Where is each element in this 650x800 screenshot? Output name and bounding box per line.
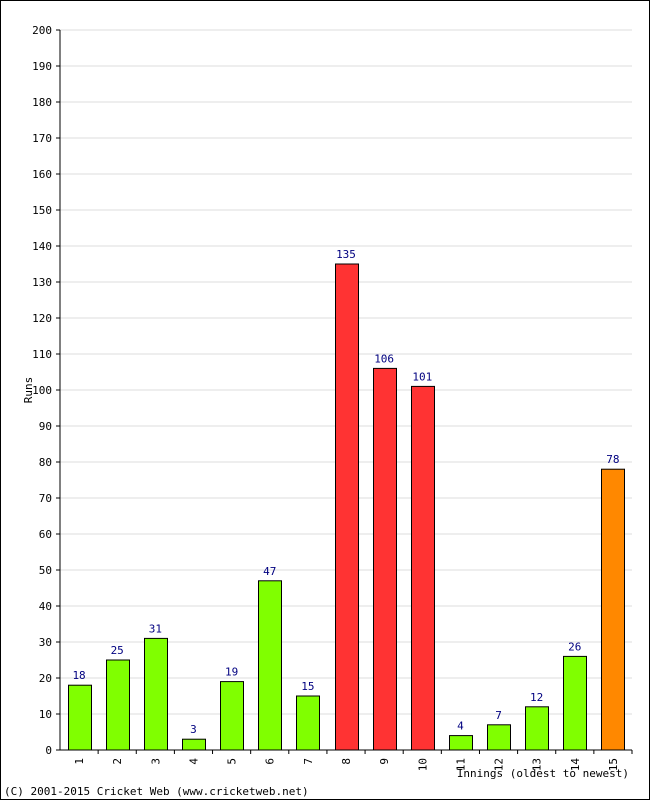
x-tick-label: 13 — [531, 758, 544, 771]
y-tick-label: 170 — [32, 132, 52, 145]
y-tick-label: 190 — [32, 60, 52, 73]
x-tick-label: 2 — [111, 758, 124, 765]
data-label: 78 — [606, 453, 619, 466]
x-axis-label: Innings (oldest to newest) — [457, 767, 629, 780]
x-tick-label: 14 — [569, 758, 582, 772]
bar-innings-11 — [449, 735, 473, 751]
y-tick-label: 20 — [39, 672, 52, 685]
bar-innings-7 — [296, 695, 320, 751]
bar-innings-1 — [68, 684, 92, 751]
data-label: 106 — [374, 352, 394, 365]
y-tick-label: 120 — [32, 312, 52, 325]
bar-innings-5 — [220, 681, 244, 751]
x-tick-label: 9 — [378, 758, 391, 765]
data-label: 15 — [301, 680, 314, 693]
x-tick-label: 6 — [264, 758, 277, 765]
data-label: 19 — [225, 666, 238, 679]
y-tick-label: 70 — [39, 492, 52, 505]
y-tick-label: 80 — [39, 456, 52, 469]
y-tick-label: 40 — [39, 600, 52, 613]
y-tick-label: 200 — [32, 24, 52, 37]
data-label: 18 — [72, 669, 85, 682]
x-tick-label: 12 — [493, 758, 506, 771]
x-tick-label: 11 — [454, 758, 467, 771]
y-tick-label: 60 — [39, 528, 52, 541]
bar-innings-6 — [258, 580, 282, 751]
copyright-text: (C) 2001-2015 Cricket Web (www.cricketwe… — [4, 785, 309, 798]
y-tick-label: 50 — [39, 564, 52, 577]
y-tick-labels: 0 10 20 30 40 50 60 70 80 90 100 110 120 130 140 150 160… — [32, 24, 52, 757]
x-tick-label: 15 — [607, 758, 620, 771]
bars — [68, 263, 625, 751]
x-tick-label: 10 — [416, 758, 429, 771]
bar-innings-2 — [106, 659, 130, 751]
bar-innings-10 — [411, 385, 435, 751]
x-tick-label: 3 — [149, 758, 162, 765]
data-label: 135 — [336, 248, 356, 261]
y-tick-label: 10 — [39, 708, 52, 721]
bar-innings-12 — [487, 724, 511, 751]
y-tick-label: 180 — [32, 96, 52, 109]
y-axis-label: Runs — [22, 377, 35, 404]
bar-innings-3 — [144, 637, 168, 751]
bar-innings-15 — [601, 468, 625, 751]
data-label: 25 — [111, 644, 124, 657]
x-tick-label: 7 — [302, 758, 315, 765]
bar-innings-8 — [335, 263, 359, 751]
y-tick-label: 160 — [32, 168, 52, 181]
data-label: 31 — [149, 622, 162, 635]
bar-innings-4 — [182, 738, 206, 751]
y-tick-label: 90 — [39, 420, 52, 433]
x-tick-label: 4 — [187, 758, 200, 765]
y-tick-label: 0 — [45, 744, 52, 757]
y-tick-label: 130 — [32, 276, 52, 289]
data-label: 12 — [530, 691, 543, 704]
x-tick-label: 1 — [73, 758, 86, 765]
bar-innings-9 — [373, 367, 397, 751]
x-tick-labels: 1 2 3 4 5 6 7 8 9 10 11 12 13 14 15 — [73, 758, 620, 772]
bar-innings-13 — [525, 706, 549, 751]
x-tick-label: 5 — [226, 758, 239, 765]
y-tick-label: 110 — [32, 348, 52, 361]
x-tick-label: 8 — [340, 758, 353, 765]
bar-innings-14 — [563, 655, 587, 751]
y-tick-label: 150 — [32, 204, 52, 217]
data-label: 101 — [412, 370, 432, 383]
y-tick-label: 140 — [32, 240, 52, 253]
data-label: 7 — [495, 709, 502, 722]
data-label: 26 — [568, 640, 581, 653]
y-tick-label: 30 — [39, 636, 52, 649]
data-label: 4 — [457, 720, 464, 733]
data-label: 3 — [190, 723, 197, 736]
data-label: 47 — [263, 565, 276, 578]
y-tick-label: 100 — [32, 384, 52, 397]
